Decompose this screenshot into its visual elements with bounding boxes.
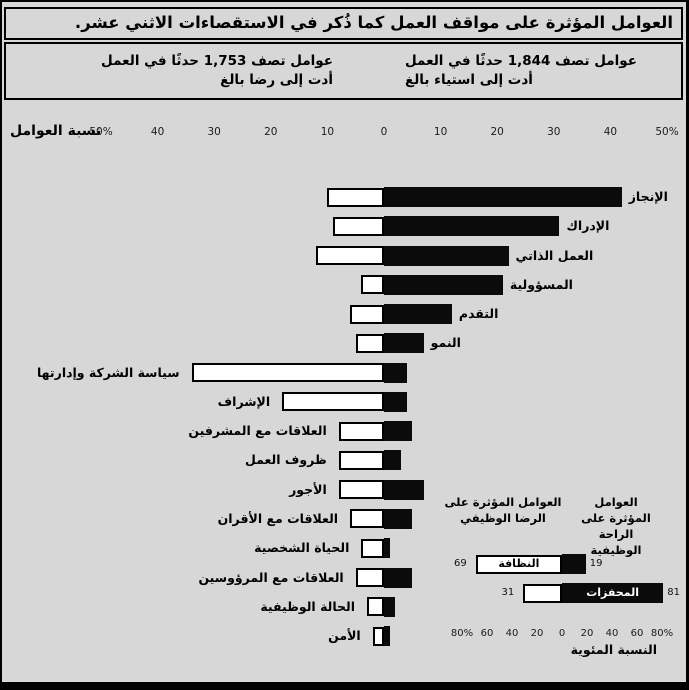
inset-header-comfort-line1: العوامل المؤثرة على bbox=[581, 495, 651, 525]
main-axis-tick: 20 bbox=[264, 126, 278, 138]
bar-label: الإنجاز bbox=[628, 189, 668, 204]
inset-axis-tick: 0 bbox=[558, 628, 566, 639]
inset-value-left: 31 bbox=[501, 587, 515, 598]
bar-white-segment bbox=[338, 480, 384, 500]
bar-black-segment bbox=[384, 304, 452, 325]
bar-white-segment bbox=[327, 187, 384, 207]
inset-axis-tick: 80% bbox=[650, 628, 674, 639]
inset-axis-tick: 20 bbox=[530, 628, 544, 639]
inset-axis-label: النسبة المئوية bbox=[570, 642, 657, 657]
inset-axis-tick: 60 bbox=[480, 628, 494, 639]
bar-white-segment bbox=[361, 538, 384, 558]
bar-white-segment bbox=[355, 333, 384, 353]
header-satisfaction-line2: أدت إلى رضا بالغ bbox=[220, 72, 333, 88]
inset-axis-tick: 60 bbox=[630, 628, 644, 639]
main-axis-tick: 0 bbox=[380, 126, 388, 138]
bar-white-segment bbox=[350, 509, 384, 529]
inset-header-satisfaction-line1: العوامل المؤثرة على bbox=[444, 495, 562, 509]
main-axis-label: نسبة العوامل bbox=[10, 123, 102, 139]
header-satisfaction-line1: عوامل تصف 1,753 حدثًا في العمل bbox=[101, 53, 333, 69]
bar-label: الأمن bbox=[328, 628, 361, 644]
inset-value-right: 81 bbox=[667, 587, 680, 598]
bar-label: العلاقات مع المشرفين bbox=[188, 423, 327, 439]
header-dissatisfaction-line2: أدت إلى استياء بالغ bbox=[405, 72, 533, 88]
bar-black-segment bbox=[384, 187, 622, 207]
inset-axis-tick: 80% bbox=[450, 628, 474, 639]
bar-white-segment bbox=[338, 421, 384, 441]
inset-bar-label: النظافة bbox=[498, 557, 540, 570]
bar-white-segment bbox=[361, 275, 384, 295]
bar-white-segment bbox=[355, 568, 384, 587]
page-title: العوامل المؤثرة على مواقف العمل كما ذُكر… bbox=[74, 13, 673, 32]
inset-header-comfort-line2: الراحة الوظيفية bbox=[590, 527, 642, 557]
bar-white-segment bbox=[333, 216, 384, 236]
bar-black-segment bbox=[384, 245, 509, 266]
main-axis-tick: 20 bbox=[490, 126, 504, 138]
inset-header-comfort: العوامل المؤثرة على الراحة الوظيفية bbox=[581, 494, 651, 558]
inset-bar-label: المحفزات bbox=[586, 586, 640, 599]
bar-label: الأجور bbox=[289, 481, 327, 497]
inset-axis-tick: 40 bbox=[605, 628, 619, 639]
bar-black-segment bbox=[384, 450, 401, 471]
bar-white-segment bbox=[350, 304, 384, 324]
bar-label: الحياة الشخصية bbox=[254, 540, 350, 556]
main-axis-tick: 30 bbox=[547, 126, 561, 138]
header-dissatisfaction-line1: عوامل تصف 1,844 حدثًا في العمل bbox=[405, 53, 637, 69]
bar-black-segment bbox=[384, 596, 396, 617]
bar-black-segment bbox=[384, 479, 424, 500]
bar-label: العلاقات مع الأقران bbox=[217, 510, 339, 526]
bar-black-segment bbox=[384, 333, 424, 354]
bar-black-segment bbox=[384, 626, 390, 647]
main-axis-tick: 40 bbox=[150, 126, 165, 138]
bar-black-segment bbox=[384, 362, 407, 383]
bar-white-segment bbox=[316, 246, 384, 266]
header-box: عوامل تصف 1,844 حدثًا في العمل أدت إلى ا… bbox=[4, 42, 683, 100]
bar-label: الحالة الوظيفية bbox=[260, 598, 356, 614]
header-dissatisfaction: عوامل تصف 1,844 حدثًا في العمل أدت إلى ا… bbox=[405, 52, 637, 90]
main-axis-tick: 30 bbox=[207, 126, 221, 138]
main-axis-tick: 40 bbox=[603, 126, 618, 138]
bar-label: المسؤولية bbox=[509, 276, 573, 292]
bar-label: سياسة الشركة وإدارتها bbox=[36, 364, 180, 380]
inset-bar-white-segment bbox=[475, 554, 562, 574]
bar-label: النمو bbox=[430, 335, 461, 351]
main-axis-tick: 10 bbox=[320, 126, 335, 138]
bar-white-segment bbox=[282, 392, 384, 412]
bar-label: العمل الذاتي bbox=[515, 247, 594, 263]
inset-bar-black-segment bbox=[562, 554, 586, 574]
bar-black-segment bbox=[384, 508, 413, 529]
bar-black-segment bbox=[384, 391, 407, 412]
bar-black-segment bbox=[384, 274, 503, 295]
inset-bar-white-segment bbox=[523, 583, 562, 603]
inset-header-satisfaction: العوامل المؤثرة على الرضا الوظيفي bbox=[445, 494, 562, 526]
bar-label: العلاقات مع المرؤوسين bbox=[198, 569, 344, 585]
bar-black-segment bbox=[384, 421, 413, 442]
inset-axis-tick: 40 bbox=[505, 628, 519, 639]
bar-white-segment bbox=[372, 626, 384, 646]
main-axis-tick: 50% bbox=[89, 126, 113, 138]
bar-white-segment bbox=[338, 450, 384, 470]
bar-label: التقدم bbox=[458, 306, 499, 322]
inset-bar-black-segment bbox=[562, 583, 664, 603]
bar-label: ظروف العمل bbox=[244, 452, 327, 468]
inset-header-satisfaction-line2: الرضا الوظيفي bbox=[460, 511, 546, 525]
inset-value-left: 69 bbox=[454, 558, 467, 569]
bar-black-segment bbox=[384, 538, 390, 559]
bar-black-segment bbox=[384, 216, 560, 237]
header-satisfaction: عوامل تصف 1,753 حدثًا في العمل أدت إلى ر… bbox=[6, 52, 333, 90]
bar-black-segment bbox=[384, 567, 413, 588]
bar-white-segment bbox=[367, 597, 384, 617]
bar-label: الإدراك bbox=[566, 218, 610, 234]
bar-white-segment bbox=[191, 363, 384, 383]
main-axis-tick: 10 bbox=[433, 126, 448, 138]
title-box: العوامل المؤثرة على مواقف العمل كما ذُكر… bbox=[4, 7, 683, 40]
bar-label: الإشراف bbox=[217, 393, 271, 409]
inset-axis-tick: 20 bbox=[580, 628, 594, 639]
inset-value-right: 19 bbox=[589, 558, 603, 569]
main-axis-tick: 50% bbox=[655, 126, 679, 138]
